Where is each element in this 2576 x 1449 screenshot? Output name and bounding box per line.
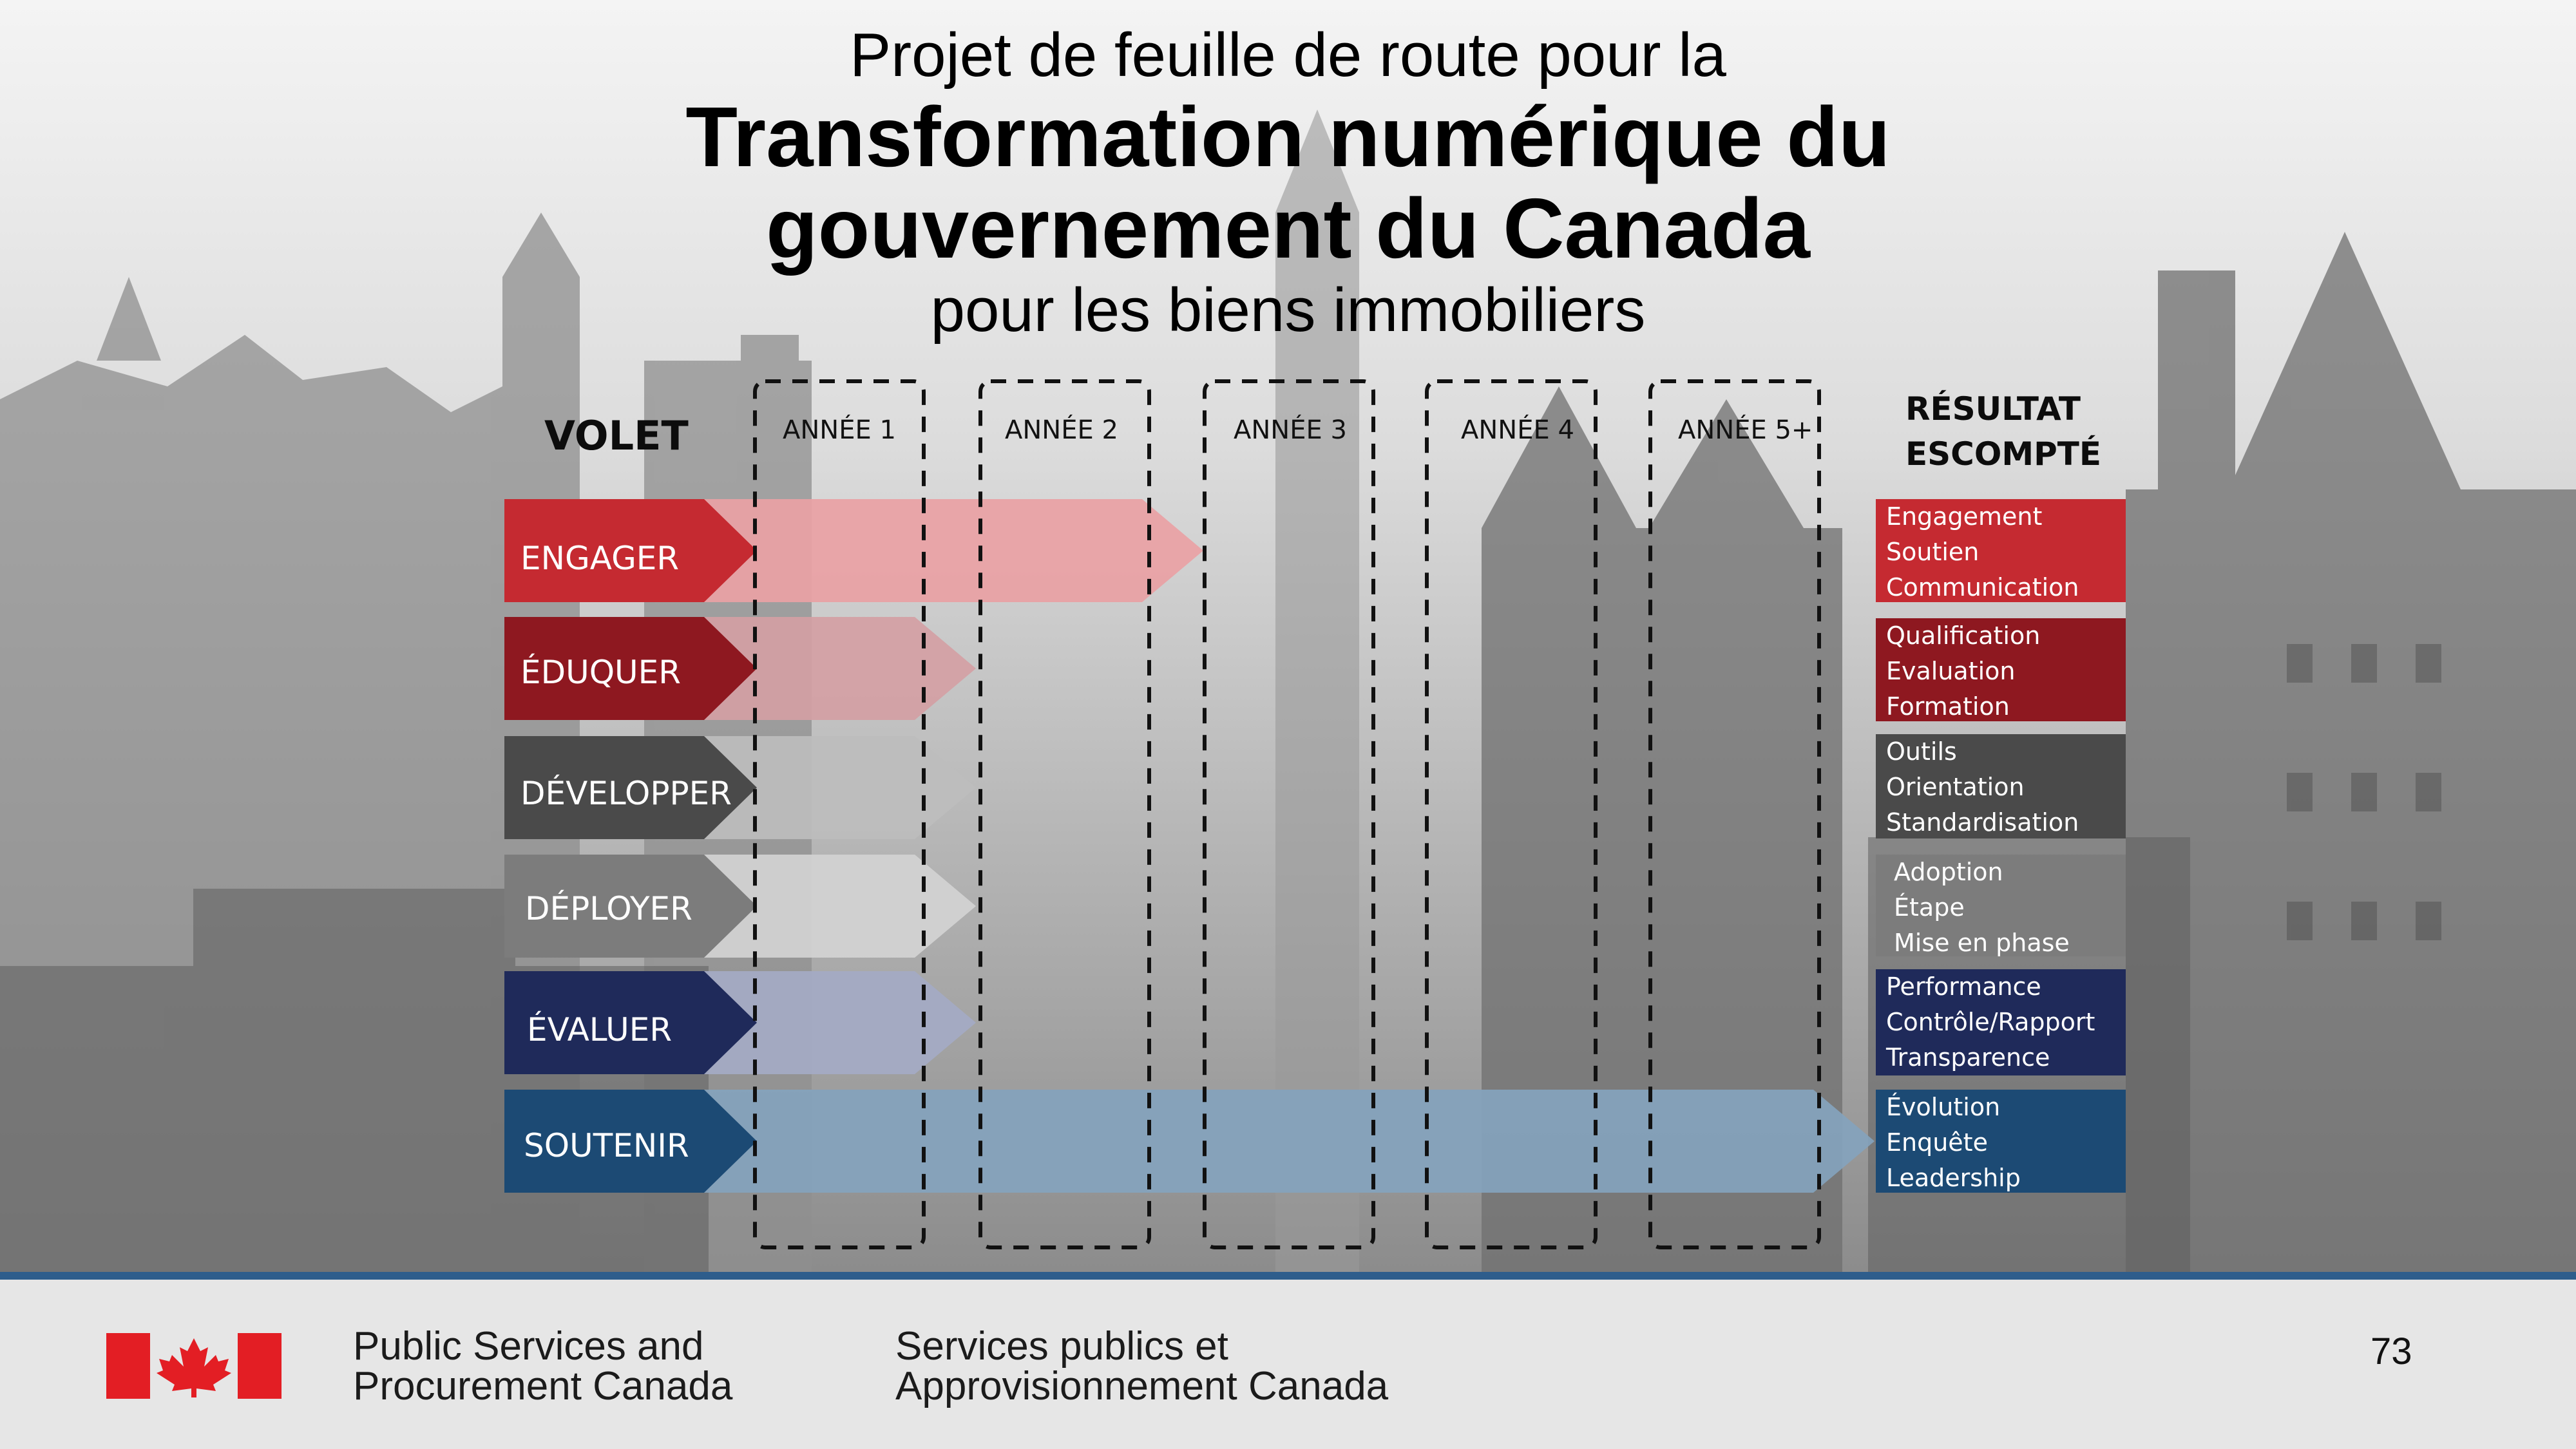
result-header: RÉSULTAT ESCOMPTÉ bbox=[1905, 386, 2101, 477]
progress-bar-5 bbox=[683, 971, 976, 1074]
volet-header: VOLET bbox=[544, 412, 689, 459]
year-header-1: ANNÉE 1 bbox=[783, 415, 896, 445]
footer: Public Services and Procurement Canada S… bbox=[0, 1272, 2576, 1449]
org-name-fr-line-2: Approvisionnement Canada bbox=[895, 1364, 1389, 1408]
stream-label-deployer: DÉPLOYER bbox=[525, 890, 692, 927]
stream-chevron-2 bbox=[504, 617, 757, 720]
progress-bar-1 bbox=[683, 499, 1203, 602]
stream-label-eduquer: ÉDUQUER bbox=[520, 654, 681, 691]
result-item: Contrôle/Rapport bbox=[1886, 1008, 2095, 1036]
result-header-line-1: RÉSULTAT bbox=[1905, 390, 2081, 428]
result-item: Leadership bbox=[1886, 1164, 2021, 1192]
year-header-3: ANNÉE 3 bbox=[1234, 415, 1347, 445]
slide-title: Projet de feuille de route pour la Trans… bbox=[0, 19, 2576, 346]
result-box-engager: Engagement Soutien Communication bbox=[1876, 499, 2126, 602]
stream-chevron-3 bbox=[504, 736, 757, 839]
org-name-fr: Services publics et Approvisionnement Ca… bbox=[895, 1327, 1388, 1406]
canada-flag-icon bbox=[106, 1333, 281, 1399]
stream-chevron-1 bbox=[504, 499, 757, 602]
result-box-eduquer: Qualification Evaluation Formation bbox=[1876, 618, 2126, 721]
result-item: Adoption bbox=[1894, 858, 2003, 886]
title-line-4: pour les biens immobiliers bbox=[930, 276, 1646, 345]
result-item: Qualification bbox=[1886, 621, 2041, 650]
result-item: Performance bbox=[1886, 972, 2041, 1001]
title-main: Transformation numérique du gouvernement… bbox=[0, 91, 2576, 274]
org-name-fr-line-1: Services publics et bbox=[895, 1324, 1228, 1368]
result-box-deployer: Adoption Étape Mise en phase bbox=[1876, 855, 2126, 956]
org-name-en-line-1: Public Services and bbox=[353, 1324, 704, 1368]
result-item: Orientation bbox=[1886, 773, 2025, 801]
result-item: Standardisation bbox=[1886, 808, 2079, 837]
org-name-en: Public Services and Procurement Canada bbox=[353, 1327, 732, 1406]
result-item: Mise en phase bbox=[1894, 929, 2070, 956]
result-box-evaluer: Performance Contrôle/Rapport Transparenc… bbox=[1876, 969, 2126, 1075]
title-line-1: Projet de feuille de route pour la bbox=[850, 21, 1726, 90]
result-box-developper: Outils Orientation Standardisation bbox=[1876, 734, 2126, 838]
result-item: Evaluation bbox=[1886, 657, 2016, 685]
stream-label-soutenir: SOUTENIR bbox=[524, 1127, 689, 1164]
year-header-2: ANNÉE 2 bbox=[1005, 415, 1118, 445]
stream-chevron-5 bbox=[504, 971, 757, 1074]
title-line-2: Transformation numérique du bbox=[685, 90, 1891, 184]
progress-bar-6 bbox=[683, 1090, 1875, 1193]
roadmap-diagram bbox=[504, 379, 1875, 1249]
page-number: 73 bbox=[2371, 1331, 2412, 1372]
result-header-line-2: ESCOMPTÉ bbox=[1905, 435, 2102, 473]
result-item: Soutien bbox=[1886, 538, 1980, 566]
org-name-en-line-2: Procurement Canada bbox=[353, 1364, 733, 1408]
result-item: Étape bbox=[1894, 893, 1965, 922]
stream-chevron-6 bbox=[504, 1090, 757, 1193]
result-item: Transparence bbox=[1886, 1043, 2050, 1072]
result-item: Évolution bbox=[1886, 1093, 2001, 1121]
result-item: Communication bbox=[1886, 573, 2079, 601]
result-item: Formation bbox=[1886, 692, 2010, 721]
footer-rule bbox=[0, 1272, 2576, 1280]
year-header-5: ANNÉE 5+ bbox=[1678, 415, 1813, 445]
title-line-3: gouvernement du Canada bbox=[766, 181, 1810, 276]
stream-label-engager: ENGAGER bbox=[520, 540, 680, 577]
result-item: Outils bbox=[1886, 737, 1957, 766]
result-item: Engagement bbox=[1886, 502, 2043, 531]
result-box-soutenir: Évolution Enquête Leadership bbox=[1876, 1090, 2126, 1193]
stream-label-evaluer: ÉVALUER bbox=[527, 1011, 673, 1048]
result-item: Enquête bbox=[1886, 1128, 1988, 1157]
stream-chevron-4 bbox=[504, 855, 757, 958]
stream-label-developper: DÉVELOPPER bbox=[520, 775, 732, 812]
year-header-4: ANNÉE 4 bbox=[1461, 415, 1574, 445]
